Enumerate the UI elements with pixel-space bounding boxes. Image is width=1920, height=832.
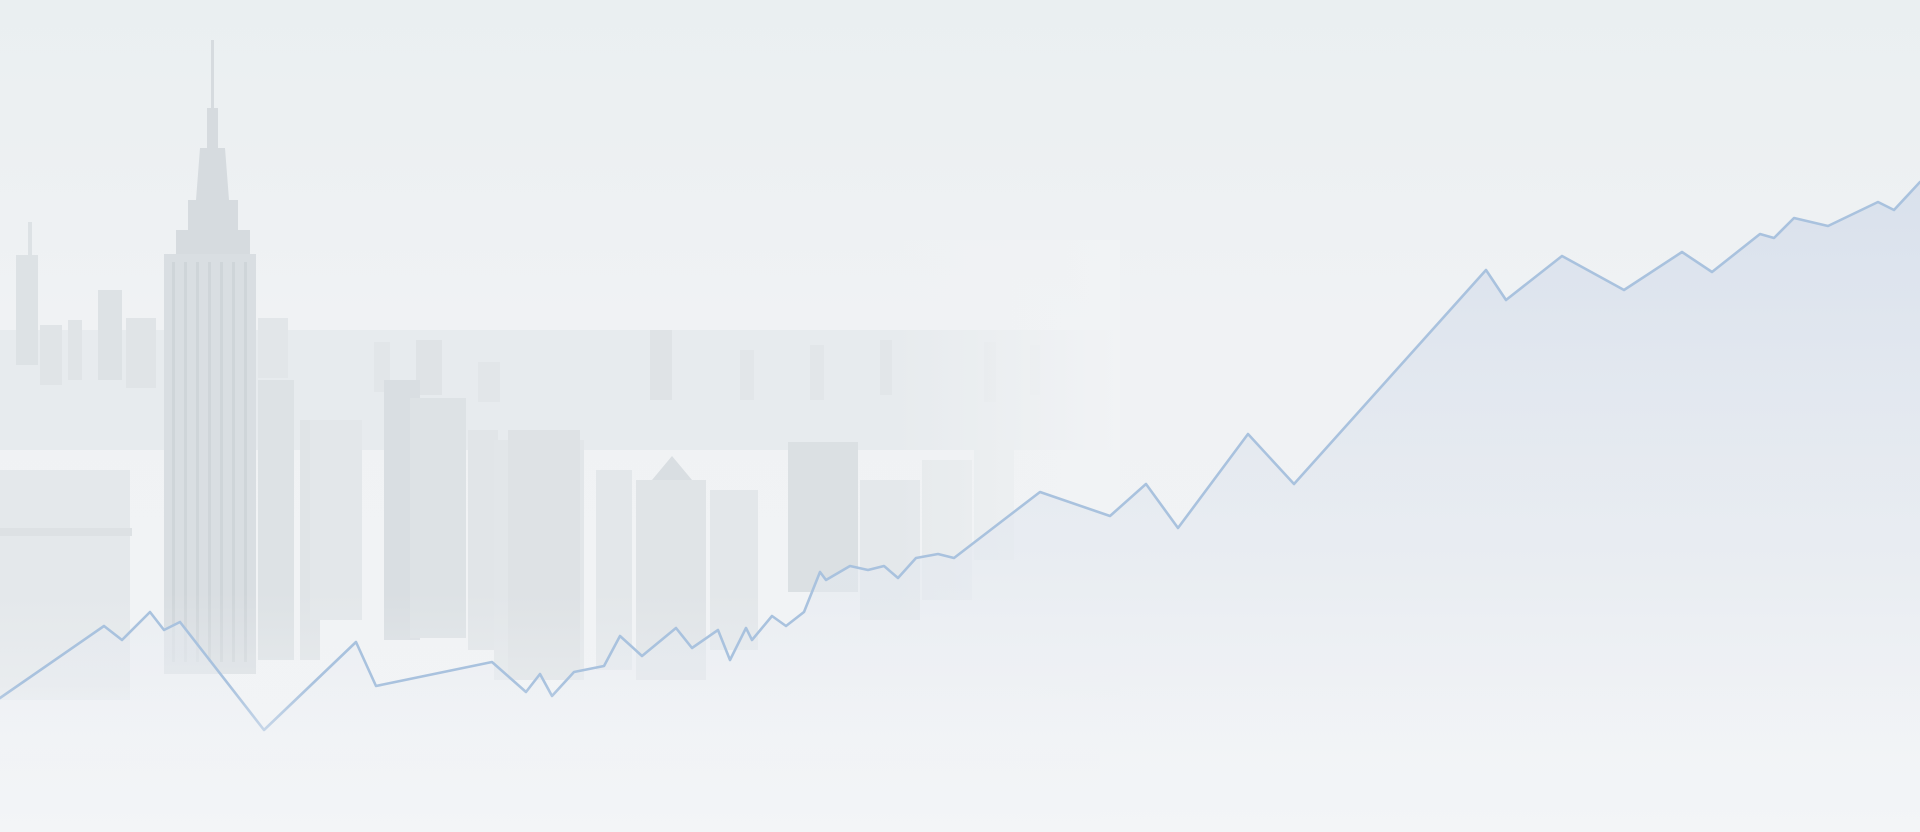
tower-crown [196, 148, 229, 200]
trend-line [0, 180, 1920, 732]
tower-antenna [211, 40, 214, 110]
tower-upper-shaft [188, 200, 238, 230]
far-tower [28, 222, 32, 256]
trend-area [0, 182, 1920, 832]
tower-spire [207, 108, 218, 148]
